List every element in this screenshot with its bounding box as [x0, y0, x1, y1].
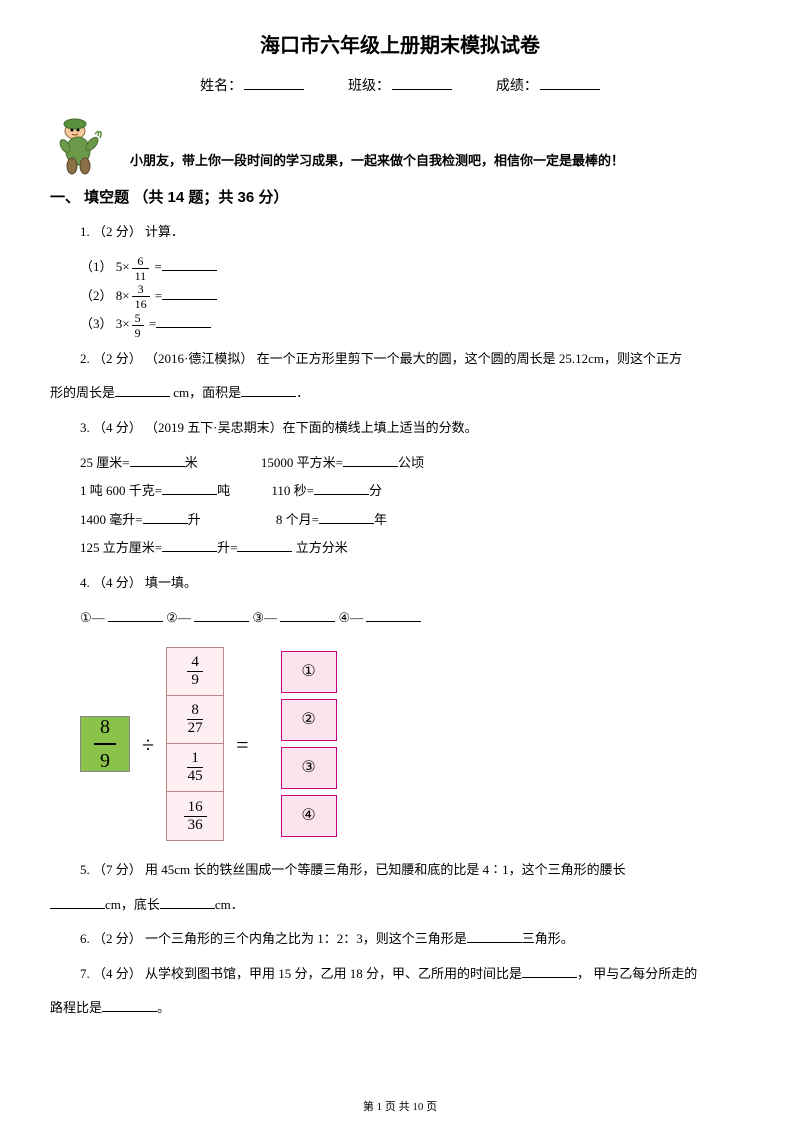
q1-stem: 1. （2 分） 计算．: [80, 218, 750, 247]
ans-1: ①: [281, 651, 337, 693]
divide-op: ÷: [142, 727, 154, 762]
q4-diagram: 89 ÷ 49 827 145 1636 = ① ② ③ ④: [80, 647, 750, 841]
divisor-stack: 49 827 145 1636: [166, 647, 224, 841]
q7-b1[interactable]: [522, 964, 577, 978]
q3-b3[interactable]: [162, 481, 217, 495]
page-title: 海口市六年级上册期末模拟试卷: [50, 30, 750, 62]
ans-3: ③: [281, 747, 337, 789]
q3-b4[interactable]: [314, 481, 369, 495]
q5-b1[interactable]: [50, 895, 105, 909]
q1-sub1: （1） 5×611 =: [80, 253, 750, 282]
ans-4: ④: [281, 795, 337, 837]
q1-blank1[interactable]: [162, 257, 217, 271]
q4-b2[interactable]: [194, 608, 249, 622]
q3-row2: 1 吨 600 千克=吨 110 秒=分: [80, 477, 750, 506]
section-header: 一、 填空题 （共 14 题；共 36 分）: [50, 186, 750, 210]
q6-b1[interactable]: [467, 929, 522, 943]
q4-stem: 4. （4 分） 填一填。: [80, 569, 750, 598]
q1-sub2: （2） 8×316 =: [80, 282, 750, 311]
q2-line2: 形的周长是 cm，面积是．: [50, 379, 750, 408]
q5-line2: cm，底长cm．: [50, 891, 750, 920]
q4-b1[interactable]: [108, 608, 163, 622]
q7-line1: 7. （4 分） 从学校到图书馆，甲用 15 分，乙用 18 分，甲、乙所用的时…: [80, 960, 750, 989]
mascot-icon: [50, 116, 110, 176]
q7-b2[interactable]: [102, 998, 157, 1012]
q5-b2[interactable]: [160, 895, 215, 909]
q4-b3[interactable]: [280, 608, 335, 622]
equals-op: =: [236, 727, 248, 762]
score-blank[interactable]: [540, 89, 600, 90]
ans-2: ②: [281, 699, 337, 741]
q7-line2: 路程比是。: [50, 994, 750, 1023]
answer-stack: ① ② ③ ④: [281, 651, 337, 837]
class-label: 班级：: [348, 77, 390, 93]
q3-b8[interactable]: [237, 538, 292, 552]
dividend-frac: 89: [80, 716, 130, 772]
class-blank[interactable]: [392, 89, 452, 90]
q3-b7[interactable]: [162, 538, 217, 552]
q4-b4[interactable]: [366, 608, 421, 622]
name-label: 姓名：: [200, 77, 242, 93]
name-blank[interactable]: [244, 89, 304, 90]
q2-blank2[interactable]: [241, 383, 296, 397]
encouragement-text: 小朋友，带上你一段时间的学习成果，一起来做个自我检测吧，相信你一定是最棒的！: [130, 151, 624, 177]
q3-b6[interactable]: [319, 510, 374, 524]
q3-b5[interactable]: [143, 510, 188, 524]
q3-row4: 125 立方厘米=升= 立方分米: [80, 534, 750, 563]
mascot-row: 小朋友，带上你一段时间的学习成果，一起来做个自我检测吧，相信你一定是最棒的！: [50, 116, 750, 176]
info-line: 姓名： 班级： 成绩：: [50, 74, 750, 96]
q3-stem: 3. （4 分） （2019 五下·吴忠期末）在下面的横线上填上适当的分数。: [80, 414, 750, 443]
page-footer: 第 1 页 共 10 页: [0, 1099, 800, 1117]
q5-line1: 5. （7 分） 用 45cm 长的铁丝围成一个等腰三角形，已知腰和底的比是 4…: [80, 856, 750, 885]
q2-line1: 2. （2 分） （2016·德江模拟） 在一个正方形里剪下一个最大的圆，这个圆…: [80, 345, 750, 374]
q1-blank3[interactable]: [156, 314, 211, 328]
q6: 6. （2 分） 一个三角形的三个内角之比为 1：2：3，则这个三角形是三角形。: [80, 925, 750, 954]
q3-row1: 25 厘米=米 15000 平方米=公顷: [80, 449, 750, 478]
q2-blank1[interactable]: [115, 383, 170, 397]
q1-sub3: （3） 3×59 =: [80, 310, 750, 339]
q1-blank2[interactable]: [162, 286, 217, 300]
score-label: 成绩：: [496, 77, 538, 93]
q4-labels: ①— ②— ③— ④—: [80, 604, 750, 633]
q3-b2[interactable]: [343, 453, 398, 467]
q3-row3: 1400 毫升=升 8 个月=年: [80, 506, 750, 535]
q3-b1[interactable]: [130, 453, 185, 467]
